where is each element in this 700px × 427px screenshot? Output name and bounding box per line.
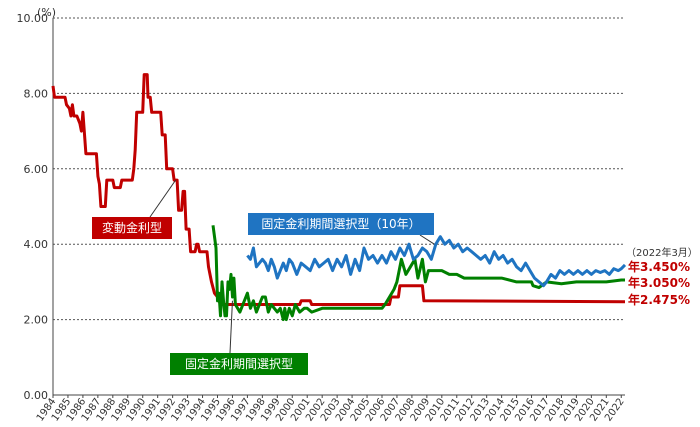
end-label-variable: 年2.475% [628,292,690,307]
series-line-0 [51,73,626,306]
y-tick-label: 4.00 [24,238,49,251]
y-tick-label: 2.00 [24,314,49,327]
callout-leader-2 [229,300,233,354]
callout-leader-1 [419,234,435,245]
callout-label-0: 変動金利型 [102,220,162,235]
gridlines [53,17,625,321]
annotation-callouts: 変動金利型 固定金利期間選択型（10年） 固定金利期間選択型 [92,179,435,375]
y-unit-label: (%) [37,6,56,19]
y-tick-label: 10.00 [17,12,49,25]
series-line-2 [246,235,627,288]
end-label-fixed: 年3.050% [628,275,690,290]
y-tick-label: 6.00 [24,163,49,176]
y-tick-label: 0.00 [24,389,49,402]
callout-box-2 [170,353,308,375]
y-axis: 0.00 2.00 4.00 6.00 8.00 10.00(%) [17,6,57,402]
callout-box-0 [92,217,172,239]
series-lines [51,73,627,322]
end-label-fixed10: 年3.450% [628,259,690,274]
callout-box-1 [248,213,434,235]
callout-label-1: 固定金利期間選択型（10年） [261,216,420,231]
callout-leader-0 [149,179,177,218]
end-labels: （2022年3月） 年3.450% 年3.050% 年2.475% [626,246,698,307]
x-axis: 1984198519861987198819891990199119921993… [35,394,627,424]
callout-label-2: 固定金利期間選択型 [185,356,293,371]
y-tick-label: 8.00 [24,87,49,100]
end-label-note: （2022年3月） [626,246,698,259]
series-line-1 [211,225,625,322]
